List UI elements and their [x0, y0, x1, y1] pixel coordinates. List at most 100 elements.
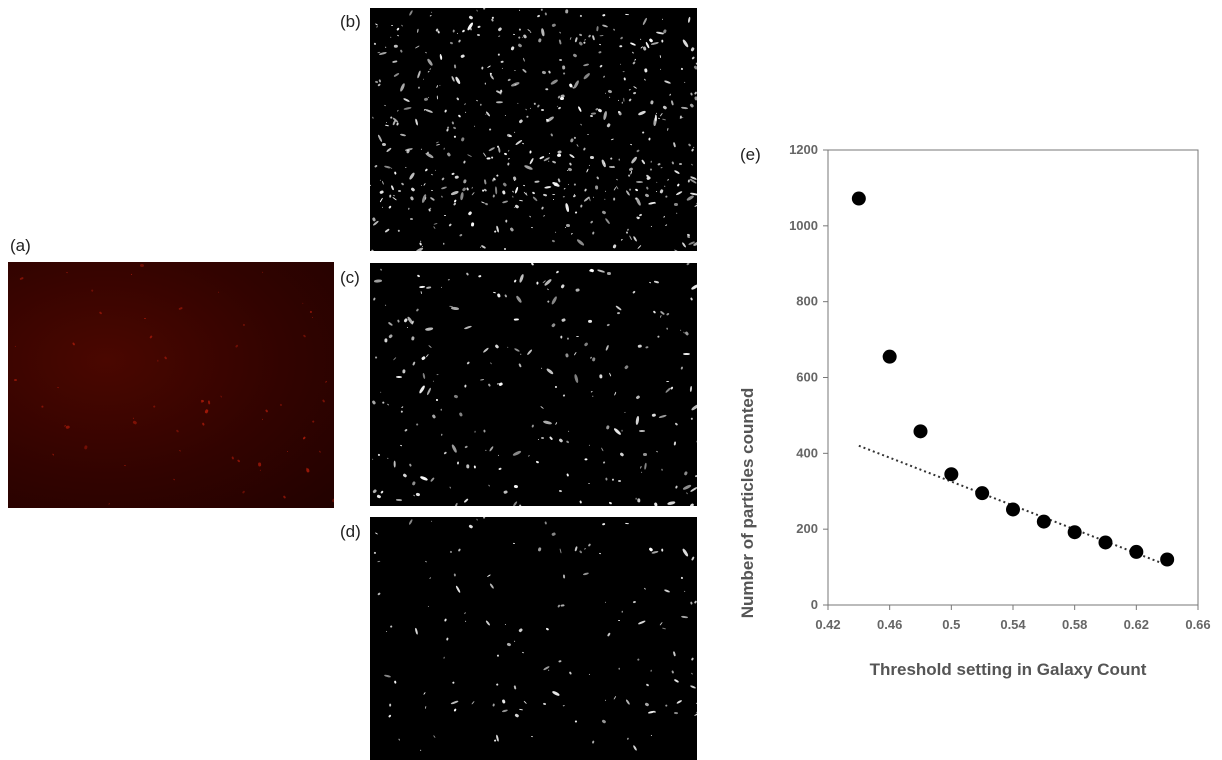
particle-speck: [446, 152, 451, 158]
particle-speck: [666, 178, 670, 181]
particle-speck: [579, 123, 582, 127]
particle-speck: [438, 84, 441, 87]
particle-speck: [686, 235, 691, 240]
particle-speck: [619, 45, 623, 48]
particle-speck: [429, 67, 432, 71]
particle-speck: [613, 427, 622, 436]
y-axis-title: Number of particles counted: [738, 388, 757, 618]
particle-speck: [509, 227, 515, 232]
particle-speck: [403, 106, 412, 111]
particle-speck: [393, 356, 397, 361]
particle-speck: [218, 292, 220, 294]
particle-speck: [604, 699, 606, 701]
particle-speck: [599, 374, 603, 379]
particle-speck: [648, 710, 656, 715]
particle-speck: [612, 244, 617, 249]
binary-image-b: [370, 8, 697, 251]
particle-speck: [578, 41, 583, 46]
particle-speck: [479, 104, 482, 106]
y-tick-label: 400: [796, 445, 818, 460]
particle-speck: [427, 70, 430, 73]
particle-speck: [498, 467, 502, 470]
particle-speck: [609, 97, 611, 99]
particle-speck: [468, 524, 473, 529]
particle-speck: [562, 65, 566, 70]
particle-speck: [663, 588, 671, 593]
particle-speck: [385, 304, 387, 306]
particle-speck: [558, 490, 562, 493]
particle-speck: [503, 294, 508, 299]
particle-speck: [587, 33, 591, 38]
particle-speck: [601, 719, 607, 724]
particle-speck: [375, 26, 378, 29]
particle-speck: [536, 103, 540, 108]
particle-speck: [464, 498, 469, 504]
particle-speck: [660, 39, 664, 43]
particle-speck: [672, 141, 676, 148]
particle-speck: [589, 155, 594, 160]
particle-speck: [675, 699, 683, 705]
particle-speck: [13, 378, 17, 381]
particle-speck: [643, 78, 646, 81]
particle-speck: [681, 106, 689, 110]
particle-speck: [564, 226, 566, 228]
particle-speck: [638, 344, 643, 348]
particle-speck: [441, 177, 445, 181]
particle-speck: [130, 274, 132, 276]
particle-speck: [526, 28, 531, 33]
particle-speck: [681, 241, 688, 248]
particle-speck: [598, 552, 601, 555]
particle-speck: [397, 109, 399, 112]
particle-speck: [598, 43, 601, 46]
particle-speck: [592, 231, 595, 235]
particle-speck: [634, 196, 642, 206]
particle-speck: [389, 703, 392, 707]
particle-speck: [423, 183, 426, 187]
particle-speck: [634, 415, 640, 426]
particle-speck: [628, 235, 632, 240]
particle-speck: [561, 318, 566, 322]
particle-speck: [649, 168, 653, 172]
particle-speck: [589, 356, 592, 359]
particle-speck: [539, 406, 544, 410]
particle-speck: [555, 385, 558, 388]
particle-speck: [513, 640, 515, 643]
particle-speck: [370, 185, 371, 187]
particle-speck: [302, 436, 306, 440]
particle-speck: [522, 700, 527, 705]
particle-speck: [420, 749, 422, 752]
particle-speck: [675, 190, 683, 196]
particle-speck: [497, 35, 500, 37]
particle-speck: [640, 158, 646, 164]
scatter-chart: 0.42 0.46 0.5 0.54 0.58 0.62 0.66 0 200 400 600 800…: [738, 142, 1211, 679]
particle-speck: [582, 572, 589, 576]
particle-speck: [689, 386, 693, 393]
particle-speck: [542, 194, 547, 198]
particle-speck: [695, 440, 697, 445]
particle-speck: [511, 45, 516, 51]
particle-speck: [522, 58, 525, 62]
particle-speck: [178, 449, 181, 452]
particle-speck: [625, 14, 630, 16]
particle-speck: [587, 319, 592, 323]
particle-speck: [373, 489, 378, 494]
particle-speck: [441, 433, 443, 436]
particle-speck: [260, 470, 262, 472]
particle-speck: [143, 318, 146, 320]
particle-speck: [453, 573, 457, 578]
particle-speck: [396, 122, 400, 127]
particle-speck: [379, 268, 382, 272]
particle-speck: [501, 199, 509, 204]
particle-speck: [394, 170, 398, 175]
particle-speck: [512, 34, 516, 36]
particle-speck: [651, 550, 660, 555]
particle-speck: [385, 122, 388, 123]
particle-speck: [497, 293, 502, 298]
particle-speck: [461, 29, 466, 33]
particle-speck: [473, 125, 476, 127]
particle-speck: [433, 222, 438, 225]
particle-speck: [694, 475, 697, 478]
particle-speck: [487, 484, 491, 488]
particle-speck: [568, 183, 570, 185]
particle-speck: [503, 247, 507, 250]
